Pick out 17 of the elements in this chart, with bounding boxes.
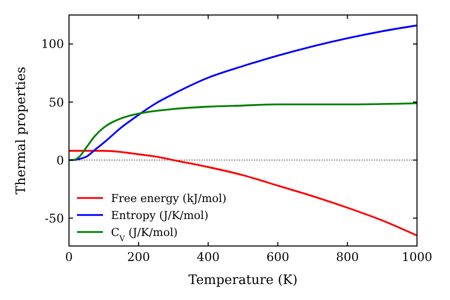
y-tick-label: 0: [56, 153, 64, 168]
y-tick-label: 50: [48, 95, 64, 110]
line-series: [68, 102, 418, 161]
line-series: [68, 150, 418, 236]
x-axis-title: Temperature (K): [188, 273, 298, 288]
x-tick-label: 400: [196, 250, 220, 264]
y-tick-label: -50: [44, 211, 64, 226]
legend-label: Entropy (J/K/mol): [111, 208, 208, 222]
legend-label: C$_{V}$ (J/K/mol): [111, 226, 178, 242]
x-tick-label: 0: [65, 250, 73, 264]
x-tick-label: 200: [127, 250, 150, 264]
legend-label: Free energy (kJ/mol): [111, 192, 226, 205]
x-tick-label: 1000: [402, 250, 432, 264]
y-axis-title: Thermal properties: [14, 66, 29, 194]
y-tick-label: 100: [41, 37, 64, 52]
x-tick-label: 600: [266, 250, 290, 264]
x-tick-label: 800: [336, 250, 359, 264]
